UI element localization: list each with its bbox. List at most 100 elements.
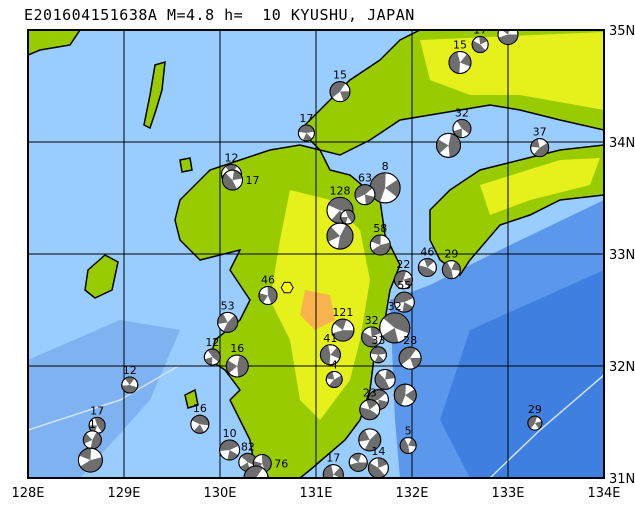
focal-mechanism-beachball — [359, 399, 381, 421]
depth-label: 16 — [193, 402, 207, 415]
focal-mechanism-beachball — [398, 346, 422, 370]
compression-quadrant — [330, 81, 346, 98]
focal-mechanism-beachball — [217, 311, 239, 333]
compression-quadrant — [405, 389, 417, 403]
compression-quadrant — [94, 417, 106, 432]
compression-quadrant — [191, 415, 209, 426]
compression-quadrant — [337, 224, 354, 250]
focal-mechanism-beachball — [121, 376, 139, 394]
depth-label: 15 — [453, 38, 467, 51]
focal-mechanism-beachball — [369, 346, 387, 364]
compression-quadrant — [226, 360, 238, 374]
focal-mechanism-beachball — [354, 184, 376, 206]
focal-mechanism-beachball — [471, 36, 489, 54]
beachball-rim — [448, 50, 472, 74]
depth-label: 5 — [405, 425, 412, 438]
compression-quadrant — [302, 133, 313, 142]
beachball-rim — [219, 439, 241, 461]
depth-label: 15 — [501, 11, 515, 24]
compression-quadrant — [377, 457, 388, 468]
focal-mechanism-beachball — [358, 428, 382, 452]
beachball-rim — [325, 370, 343, 388]
beachball-rim — [379, 312, 411, 344]
compression-quadrant — [375, 372, 390, 390]
beachball-rim — [203, 348, 221, 366]
compression-quadrant — [259, 293, 268, 303]
focal-mechanism-beachball — [319, 344, 341, 366]
beachball-rim — [393, 383, 417, 407]
beachball-rim — [322, 464, 344, 478]
depth-label: 12 — [205, 336, 219, 349]
beachball-rim — [258, 285, 278, 305]
focal-mechanism-beachball — [393, 291, 415, 313]
compression-quadrant — [385, 369, 396, 380]
depth-label: 28 — [403, 334, 417, 347]
compression-quadrant — [326, 371, 335, 380]
compression-quadrant — [527, 416, 538, 429]
compression-quadrant — [256, 477, 268, 478]
axis-labels: 128E 129E 130E 131E 132E 133E 134E 35N 34N 33N 32N… — [11, 24, 635, 501]
compression-quadrant — [394, 292, 414, 304]
land-koshiki — [184, 388, 199, 409]
focal-mechanism-beachball — [367, 457, 389, 478]
focal-mechanism-beachball — [325, 370, 343, 388]
focal-mechanism-beachball — [399, 437, 417, 455]
depth-label: 1 — [89, 418, 96, 431]
compression-quadrant — [222, 173, 238, 191]
deep-sea-trench — [440, 270, 604, 478]
compression-quadrant — [232, 170, 243, 181]
depth-label: 23 — [363, 387, 377, 400]
focal-mechanism-beachball — [88, 416, 106, 434]
depth-label: 29 — [444, 248, 458, 261]
plate-boundary-2 — [489, 374, 604, 478]
focal-mechanism-beachball — [374, 368, 396, 390]
depth-label: 16 — [230, 342, 244, 355]
compression-quadrant — [267, 286, 277, 304]
compression-quadrant — [394, 270, 407, 288]
compression-quadrant — [349, 462, 368, 472]
lon-tick-label: 130E — [203, 486, 236, 501]
focal-mechanism-beachball — [203, 348, 221, 366]
compression-quadrant — [237, 355, 249, 377]
compression-quadrant — [374, 354, 385, 363]
beachball-rim — [497, 30, 519, 45]
depth-label: 63 — [358, 172, 372, 185]
focal-mechanism-beachball — [393, 270, 413, 290]
compression-quadrant — [442, 261, 454, 279]
depth-label: 33 — [371, 334, 385, 347]
focal-mechanism-beachball — [361, 326, 383, 348]
depth-label: 12 — [123, 364, 137, 377]
depth-label: 4 — [331, 358, 338, 371]
compression-quadrant — [460, 54, 472, 67]
beachball-rim — [340, 209, 356, 225]
beachball-rim — [358, 428, 382, 452]
compression-quadrant — [403, 276, 413, 288]
compression-quadrant — [330, 347, 341, 359]
focal-mechanism-beachball — [82, 430, 102, 450]
compression-quadrant — [121, 385, 138, 394]
depth-label: 10 — [223, 427, 237, 440]
beachball-rim — [331, 318, 355, 342]
beachball-rim — [77, 447, 103, 473]
compression-quadrant — [359, 407, 379, 420]
depth-label: 55 — [397, 279, 411, 292]
beachball-rim — [393, 291, 415, 313]
compression-quadrant — [410, 357, 422, 369]
compression-quadrant — [340, 91, 350, 101]
compression-quadrant — [345, 210, 355, 223]
focal-mechanism-beachball — [225, 354, 249, 378]
focal-mechanism-beachball — [530, 138, 550, 158]
compression-quadrant — [381, 327, 399, 343]
compression-quadrant — [472, 40, 486, 53]
depth-label: 76 — [274, 457, 288, 470]
highland-kyushu — [300, 290, 335, 330]
beachball-rim — [361, 326, 383, 348]
compression-quadrant — [378, 399, 389, 410]
depth-label: 17 — [326, 452, 340, 465]
lon-tick-label: 134E — [587, 486, 620, 501]
beachball-rim — [243, 465, 269, 478]
depth-label: 17 — [473, 24, 487, 37]
focal-mechanism-beachball — [441, 260, 461, 280]
